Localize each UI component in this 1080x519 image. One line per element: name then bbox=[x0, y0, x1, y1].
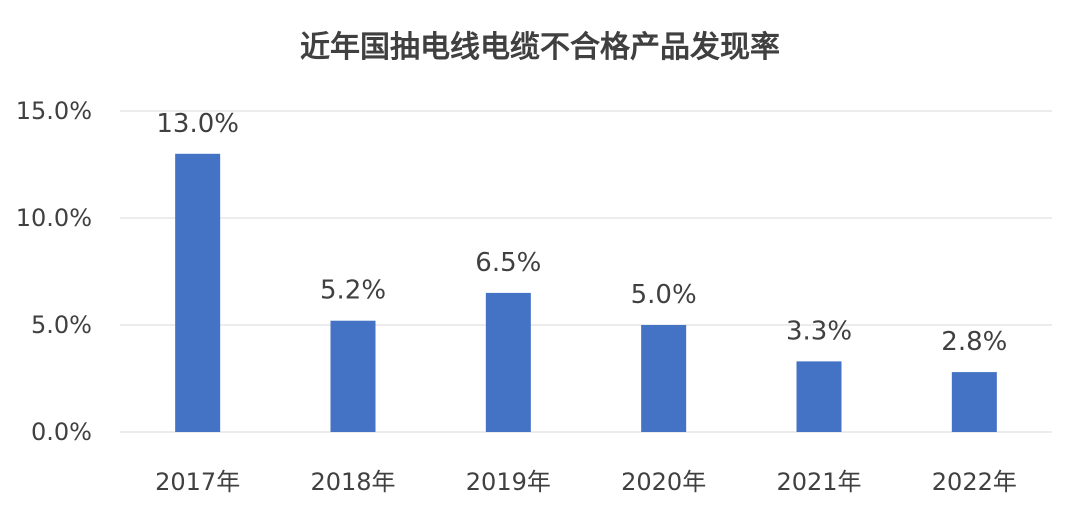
y-tick-label: 15.0% bbox=[16, 97, 92, 125]
data-label: 3.3% bbox=[786, 316, 852, 346]
data-label: 2.8% bbox=[941, 327, 1007, 357]
data-label: 5.2% bbox=[320, 276, 386, 306]
x-tick-label: 2019年 bbox=[466, 468, 551, 496]
x-tick-label: 2018年 bbox=[310, 468, 395, 496]
bar bbox=[175, 153, 221, 433]
data-label: 13.0% bbox=[156, 109, 239, 139]
y-tick-label: 10.0% bbox=[16, 204, 92, 232]
data-label: 5.0% bbox=[631, 280, 697, 310]
bar bbox=[330, 320, 376, 432]
x-tick-label: 2017年 bbox=[155, 468, 240, 496]
bar bbox=[485, 292, 531, 432]
y-tick-label: 0.0% bbox=[31, 418, 92, 446]
x-tick-label: 2022年 bbox=[932, 468, 1017, 496]
chart-title: 近年国抽电线电缆不合格产品发现率 bbox=[300, 30, 780, 65]
bar bbox=[641, 325, 687, 432]
y-tick-label: 5.0% bbox=[31, 311, 92, 339]
x-tick-label: 2021年 bbox=[776, 468, 861, 496]
data-label: 6.5% bbox=[475, 248, 541, 278]
bar bbox=[796, 361, 842, 432]
x-tick-label: 2020年 bbox=[621, 468, 706, 496]
bar bbox=[951, 372, 997, 432]
